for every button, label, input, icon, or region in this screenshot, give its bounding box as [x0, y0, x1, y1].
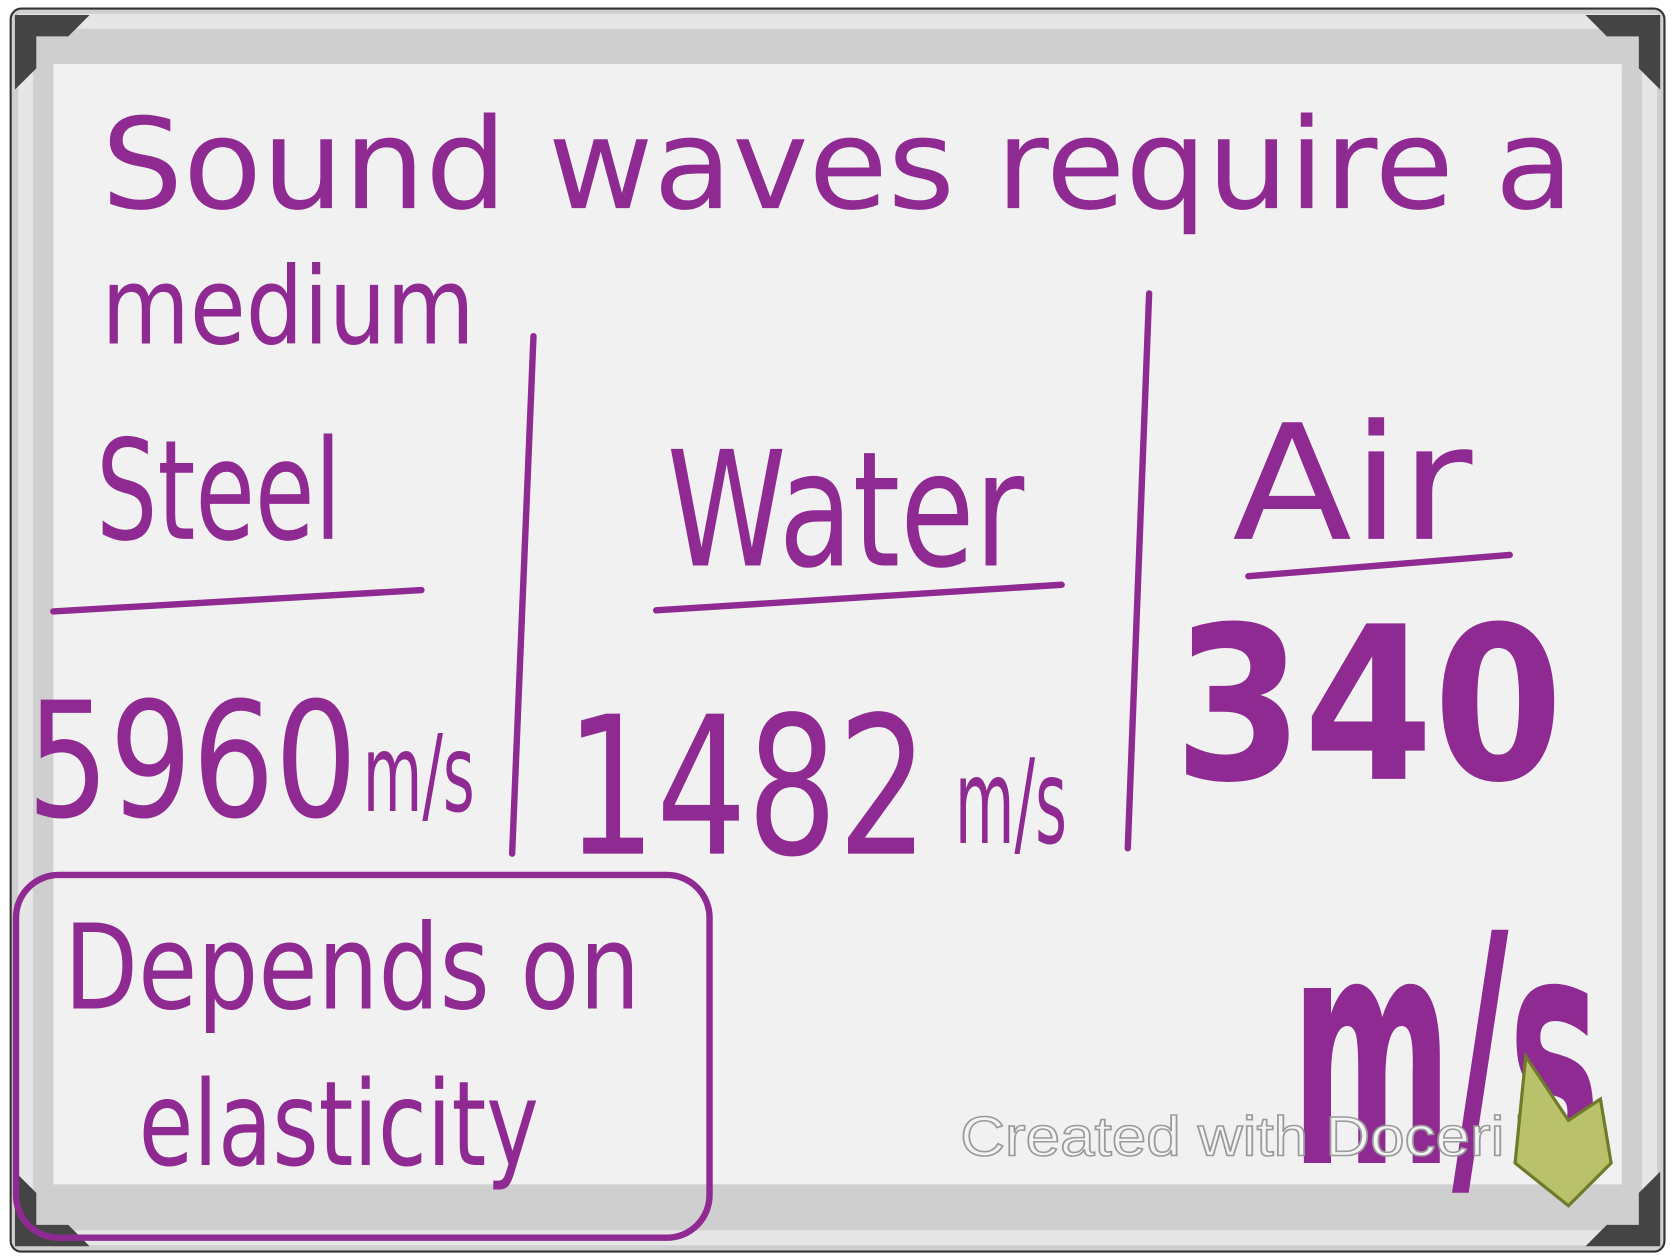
- speed-value: 1482: [565, 677, 928, 900]
- underline: [50, 586, 425, 615]
- note: Depends on: [64, 899, 640, 1036]
- column-label: Steel: [96, 410, 341, 572]
- watermark: Created with Doceri: [960, 1106, 1504, 1168]
- doceri-logo: [1513, 1051, 1613, 1208]
- speed-unit: m/s: [363, 713, 475, 837]
- board-surface: [53, 64, 1622, 1185]
- title: medium: [101, 246, 474, 370]
- note: elasticity: [139, 1056, 539, 1193]
- frame-highlight: [18, 13, 1657, 1246]
- divider: [1124, 290, 1153, 852]
- underline: [1245, 551, 1513, 580]
- title: Sound waves require a: [101, 91, 1573, 238]
- corner: [1585, 1171, 1661, 1247]
- speed-value: 340: [1174, 582, 1563, 830]
- divider: [508, 332, 537, 857]
- speed-value: 5960: [27, 667, 358, 854]
- column-label: Air: [1232, 390, 1472, 577]
- column-label: Water: [667, 417, 1025, 604]
- speed-unit: m/s: [955, 734, 1067, 871]
- underline: [652, 581, 1065, 614]
- note-box: [12, 871, 713, 1241]
